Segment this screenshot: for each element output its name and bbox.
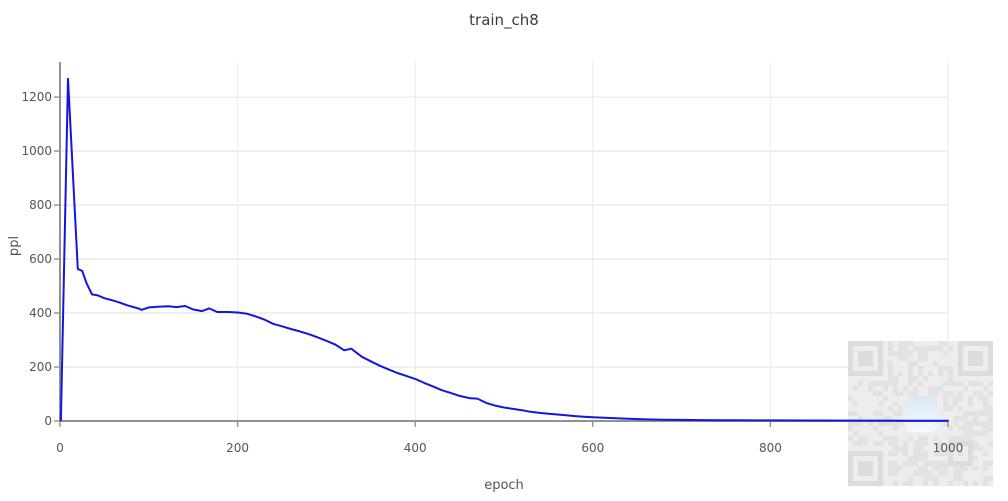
y-tick-label: 600	[29, 252, 52, 266]
x-tick-label: 200	[226, 441, 249, 455]
y-axis-label: ppl	[7, 235, 22, 257]
series-line-train-perplexity	[59, 77, 949, 422]
y-tick-label: 400	[29, 306, 52, 320]
x-tick-label: 800	[759, 441, 782, 455]
tick-labels: 0 200 400 600 800 1000 0 200 400 600 800 1000 1200	[21, 90, 963, 455]
y-tick-label: 0	[44, 414, 52, 428]
grid-lines	[60, 62, 949, 421]
x-axis-label: epoch	[484, 478, 524, 493]
y-tick-label: 1000	[21, 144, 52, 158]
y-tick-label: 800	[29, 198, 52, 212]
x-tick-label: 600	[581, 441, 604, 455]
axes	[54, 62, 949, 427]
y-tick-label: 1200	[21, 90, 52, 104]
qr-watermark	[848, 341, 993, 486]
x-tick-label: 1000	[933, 441, 964, 455]
qr-center-logo-icon	[904, 395, 939, 434]
x-tick-label: 400	[404, 441, 427, 455]
chart-title: train_ch8	[469, 11, 539, 29]
y-tick-label: 200	[29, 360, 52, 374]
x-tick-label: 0	[56, 441, 64, 455]
